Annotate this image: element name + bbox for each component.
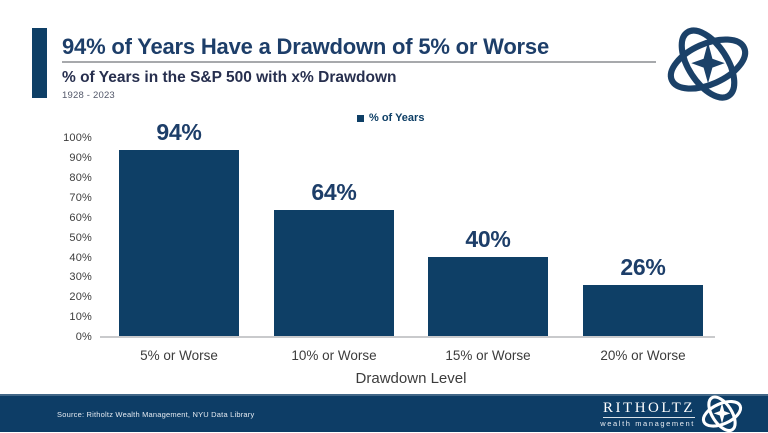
y-tick: 100%: [63, 132, 92, 144]
x-axis-line: [100, 336, 715, 338]
x-category-label: 10% or Worse: [291, 348, 377, 363]
bar-value-label: 26%: [620, 254, 666, 280]
y-tick: 50%: [69, 232, 92, 244]
date-range: 1928 - 2023: [62, 90, 115, 101]
gyroscope-compass-icon: [667, 27, 749, 101]
gyroscope-compass-icon: [701, 395, 743, 433]
y-tick: 80%: [69, 172, 92, 184]
y-tick: 90%: [69, 152, 92, 164]
y-axis-tick-labels: 100% 90% 80% 70% 60% 50% 40% 30% 20% 10%…: [40, 0, 92, 432]
y-tick: 70%: [69, 192, 92, 204]
y-tick: 0%: [75, 331, 92, 343]
bar-value-label: 64%: [311, 179, 357, 205]
footer-bar: Source: Ritholtz Wealth Management, NYU …: [0, 394, 768, 433]
brand-tagline: wealth management: [600, 418, 695, 428]
y-tick: 30%: [69, 271, 92, 283]
source-note: Source: Ritholtz Wealth Management, NYU …: [57, 409, 255, 419]
page-title: 94% of Years Have a Drawdown of 5% or Wo…: [62, 34, 549, 59]
y-tick: 10%: [69, 311, 92, 323]
title-underline: [62, 61, 656, 63]
legend-label: % of Years: [369, 112, 425, 124]
chart-legend: % of Years: [357, 112, 424, 124]
brand-name: RITHOLTZ: [603, 399, 695, 418]
bar-value-label: 40%: [465, 226, 511, 252]
y-tick: 60%: [69, 212, 92, 224]
bar-10pct: [274, 210, 394, 337]
y-tick: 40%: [69, 252, 92, 264]
y-tick: 20%: [69, 291, 92, 303]
bar-20pct: [583, 285, 703, 337]
bar-value-label: 94%: [156, 119, 202, 145]
legend-swatch-icon: [357, 114, 364, 122]
bar-5pct: [119, 150, 239, 337]
x-axis-title: Drawdown Level: [355, 370, 467, 387]
x-category-label: 5% or Worse: [140, 348, 218, 363]
brand-text: RITHOLTZ wealth management: [600, 399, 695, 428]
x-category-label: 15% or Worse: [445, 348, 531, 363]
bar-15pct: [428, 257, 548, 337]
x-category-label: 20% or Worse: [600, 348, 686, 363]
title-accent-bar: [32, 28, 47, 98]
chart-subtitle: % of Years in the S&P 500 with x% Drawdo…: [62, 69, 397, 86]
footer-brand: RITHOLTZ wealth management: [600, 395, 744, 433]
